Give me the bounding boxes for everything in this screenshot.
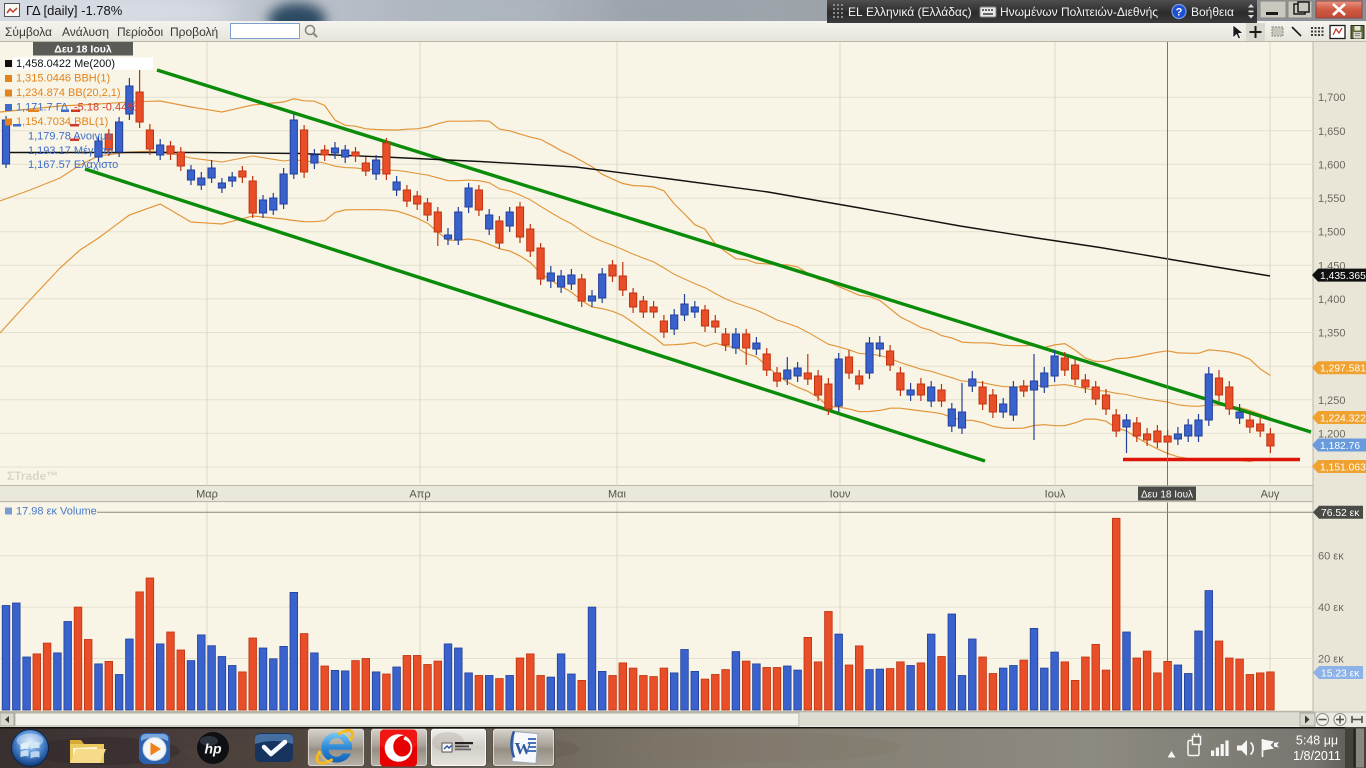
svg-text:1,224.322: 1,224.322: [1320, 413, 1366, 424]
svg-text:Μαι: Μαι: [608, 489, 627, 501]
svg-text:Ιουν: Ιουν: [830, 489, 851, 501]
svg-text:hp: hp: [204, 741, 222, 757]
svg-text:1,458.0422 Me(200): 1,458.0422 Me(200): [16, 58, 115, 70]
svg-text:1,171.7 ΓΔ: 1,171.7 ΓΔ: [16, 102, 69, 114]
svg-text:Μαρ: Μαρ: [196, 489, 218, 501]
svg-text:1,154.7034 BBL(1): 1,154.7034 BBL(1): [16, 116, 108, 128]
svg-text:1,179.78 Ανοιγμα: 1,179.78 Ανοιγμα: [28, 131, 113, 143]
svg-text:1/8/2011: 1/8/2011: [1293, 749, 1341, 763]
svg-text:1,650: 1,650: [1318, 126, 1346, 138]
svg-text:60 εκ: 60 εκ: [1318, 551, 1344, 563]
svg-text:1,700: 1,700: [1318, 92, 1346, 104]
svg-text:Δευ 18 Ιουλ: Δευ 18 Ιουλ: [54, 44, 112, 56]
svg-text:1,297.581: 1,297.581: [1320, 364, 1366, 375]
svg-text:EL: EL: [848, 5, 863, 19]
svg-text:17.98 εκ Volume: 17.98 εκ Volume: [16, 506, 97, 518]
svg-text:5:48 μμ: 5:48 μμ: [1296, 734, 1338, 748]
svg-text:76.52 εκ: 76.52 εκ: [1321, 508, 1360, 519]
svg-text:1,315.0446 BBH(1): 1,315.0446 BBH(1): [16, 73, 110, 85]
svg-text:Βοήθεια: Βοήθεια: [1191, 5, 1234, 19]
svg-text:W: W: [515, 739, 532, 758]
svg-text:Ιουλ: Ιουλ: [1045, 489, 1066, 501]
svg-text:1,400: 1,400: [1318, 294, 1346, 306]
svg-text:Δευ 18 Ιουλ: Δευ 18 Ιουλ: [1141, 490, 1193, 501]
svg-text:1,435.365: 1,435.365: [1320, 271, 1366, 282]
svg-text:Απρ: Απρ: [409, 489, 430, 501]
svg-text:1,182.76: 1,182.76: [1320, 441, 1360, 452]
svg-text:1,250: 1,250: [1318, 395, 1346, 407]
svg-text:1,500: 1,500: [1318, 227, 1346, 239]
svg-text:Ελληνικά (Ελλάδας): Ελληνικά (Ελλάδας): [866, 5, 972, 19]
svg-text:1,350: 1,350: [1318, 328, 1346, 340]
svg-text:?: ?: [1176, 7, 1183, 19]
svg-text:1,167.57 Ελάχιστο: 1,167.57 Ελάχιστο: [28, 159, 118, 171]
svg-text:ΣTrade™: ΣTrade™: [7, 469, 58, 483]
svg-text:1,151.063: 1,151.063: [1320, 462, 1366, 473]
svg-text:1,550: 1,550: [1318, 193, 1346, 205]
svg-text:Ηνωμένων Πολιτειών-Διεθνής: Ηνωμένων Πολιτειών-Διεθνής: [1000, 5, 1158, 19]
svg-text:1,600: 1,600: [1318, 159, 1346, 171]
svg-text:40 εκ: 40 εκ: [1318, 602, 1344, 614]
svg-text:-5.18 -0.44%: -5.18 -0.44%: [74, 102, 137, 114]
svg-text:1,200: 1,200: [1318, 428, 1346, 440]
svg-text:1,234.874 BB(20,2,1): 1,234.874 BB(20,2,1): [16, 87, 121, 99]
svg-text:1,193.17 Μέγιστο: 1,193.17 Μέγιστο: [28, 145, 113, 157]
svg-text:20 εκ: 20 εκ: [1318, 654, 1344, 666]
svg-text:15.23 εκ: 15.23 εκ: [1321, 668, 1360, 679]
svg-text:Αυγ: Αυγ: [1261, 489, 1280, 501]
